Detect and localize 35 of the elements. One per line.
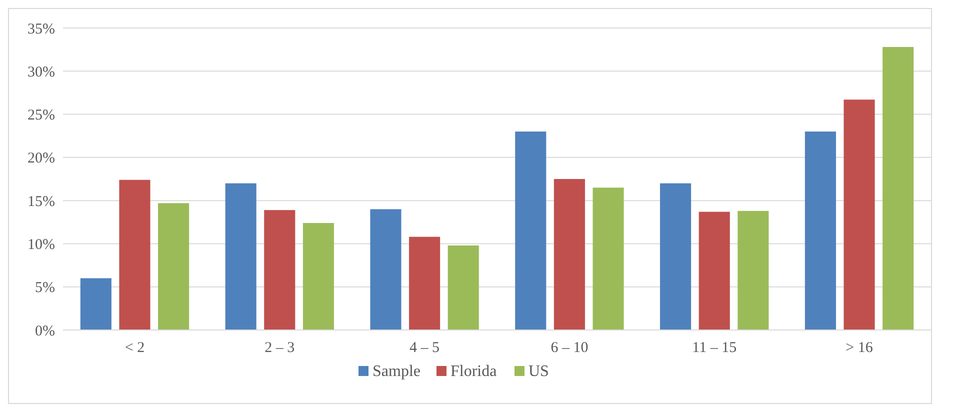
- bar: [698, 212, 730, 330]
- x-tick-label: 11 – 15: [692, 340, 737, 356]
- x-tick-label: 4 – 5: [410, 340, 440, 356]
- bar: [409, 236, 440, 330]
- y-tick-label: 30%: [28, 64, 55, 80]
- bar: [592, 188, 624, 330]
- x-tick-label: 6 – 10: [550, 340, 588, 356]
- y-tick-label: 0%: [35, 323, 55, 340]
- bar: [844, 100, 875, 330]
- bar: [302, 223, 334, 330]
- bar: [804, 132, 836, 330]
- y-tick-label: 15%: [28, 194, 55, 210]
- bar: [158, 203, 190, 330]
- bar: [448, 245, 479, 330]
- y-tick-label: 25%: [28, 108, 55, 124]
- x-tick-label: < 2: [124, 340, 145, 356]
- bar: [554, 179, 585, 330]
- bar: [80, 278, 112, 330]
- legend-label: US: [528, 363, 549, 380]
- y-tick-label: 20%: [28, 150, 55, 167]
- x-tick-label: 2 – 3: [264, 340, 295, 356]
- bar: [370, 209, 402, 330]
- bar: [225, 183, 256, 330]
- y-tick-label: 5%: [35, 280, 55, 296]
- bar: [119, 180, 150, 330]
- legend-label: Sample: [372, 363, 420, 380]
- y-tick-label: 35%: [28, 21, 55, 38]
- legend-label: Florida: [450, 363, 497, 380]
- x-tick-label: > 16: [846, 340, 874, 356]
- bar: [660, 183, 692, 330]
- bar: [738, 210, 769, 330]
- bar: [515, 132, 546, 330]
- bar: [264, 210, 296, 330]
- y-tick-label: 10%: [28, 236, 55, 253]
- bar: [882, 46, 914, 330]
